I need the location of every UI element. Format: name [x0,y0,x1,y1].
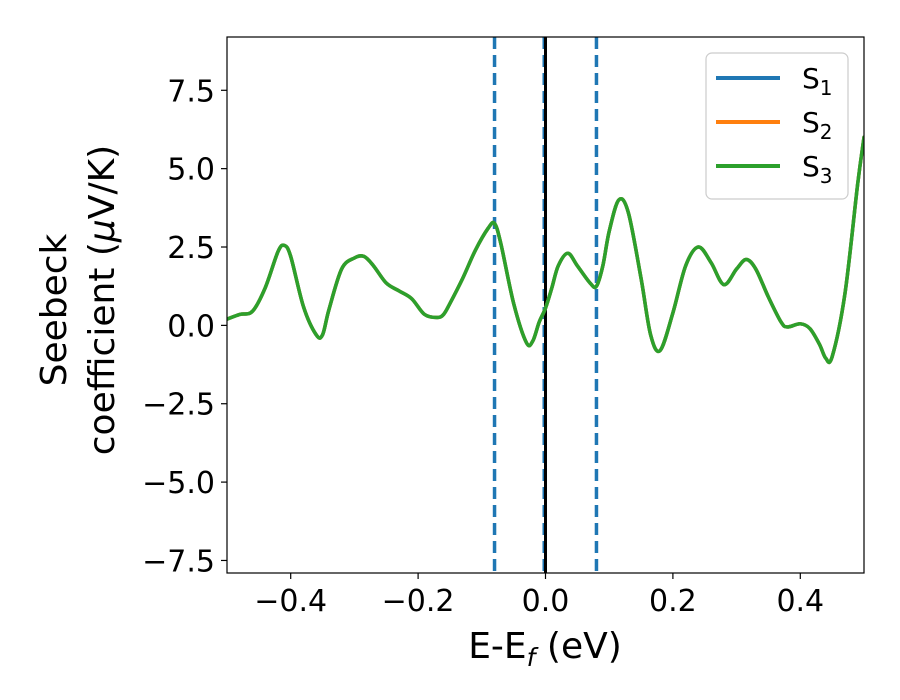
y-axis-label-unit: V/K) [82,145,123,219]
series-line-s3 [227,135,864,365]
x-axis-label: E-Ef (eV) [468,626,622,672]
y-tick-label: −7.5 [142,544,215,579]
x-axis-label-unit: (eV) [535,626,621,667]
legend-label-s1: S1 [802,62,833,100]
legend-label-s2: S2 [802,106,833,144]
x-tick-label: −0.4 [254,584,327,619]
y-tick-label: −5.0 [142,466,215,501]
y-tick-label: 5.0 [167,153,215,188]
series-lines [227,135,864,365]
legend-label-s3: S3 [802,150,833,188]
y-tick-label: 7.5 [167,74,215,109]
x-tick-label: −0.2 [382,584,455,619]
x-tick-label: 0.4 [776,584,824,619]
legend: S1 S2 S3 [705,52,849,200]
y-axis-label-mu: μ [82,219,123,243]
y-tick-label: 0.0 [167,309,215,344]
y-axis-ticks: −7.5 −5.0 −2.5 0.0 2.5 5.0 7.5 [142,74,227,579]
y-axis-label-line2: coefficient (μV/K) [82,145,123,455]
y-axis-label-line1: Seebeck [34,233,75,386]
y-tick-label: 2.5 [167,231,215,266]
y-axis-label-line2-text: coefficient ( [82,242,123,455]
y-axis-label: Seebeck coefficient (μV/K) [34,145,123,455]
x-tick-label: 0.0 [522,584,570,619]
x-tick-label: 0.2 [649,584,697,619]
y-tick-label: −2.5 [142,388,215,423]
x-axis-label-base: E-E [468,626,526,667]
legend-box [705,52,849,200]
x-axis-ticks: −0.4 −0.2 0.0 0.2 0.4 [254,573,824,619]
